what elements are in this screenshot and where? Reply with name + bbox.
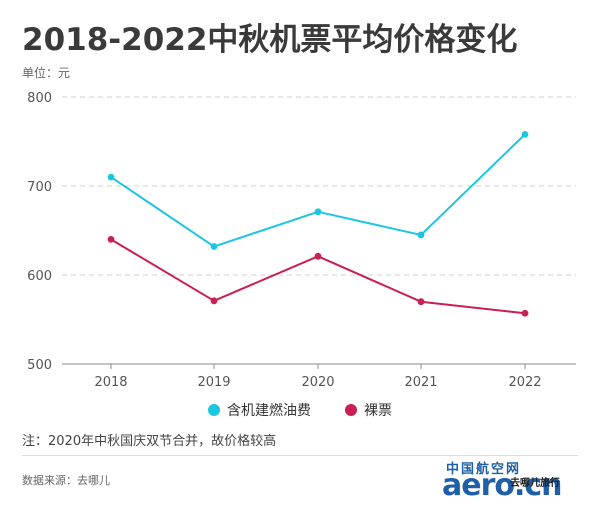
unit-label: 单位：元 (22, 66, 71, 80)
series-line-fuel (110, 133, 526, 248)
chart-title: 2018-2022中秋机票平均价格变化 (22, 22, 518, 58)
point-fuel-2019 (210, 243, 218, 250)
series-line-bare (110, 238, 526, 315)
watermark-sub-text: 去哪儿旅行 (510, 478, 560, 489)
point-fuel-2021 (417, 231, 425, 239)
point-bare-2021 (417, 298, 425, 306)
legend-item-fuel[interactable]: 含机建燃油费 (208, 400, 311, 420)
legend-marker-fuel (208, 404, 220, 416)
x-tick-label-2021: 2021 (404, 375, 437, 390)
point-bare-2020 (314, 252, 322, 260)
watermark-logo: 中国航空网 aero.cn 去哪儿旅行 (438, 458, 598, 508)
x-tick-label-2022: 2022 (508, 375, 541, 390)
line-chart: 500 600 700 800 2018 2019 2020 2021 2022 (27, 91, 576, 390)
data-source: 数据来源：去哪儿 (22, 474, 110, 487)
x-tick-label-2018: 2018 (94, 375, 127, 390)
y-tick-label-800: 800 (27, 91, 52, 106)
point-bare-2018 (107, 236, 115, 243)
legend-label-bare: 裸票 (364, 403, 392, 419)
y-tick-label-600: 600 (27, 269, 52, 284)
x-tick-label-2019: 2019 (197, 375, 230, 390)
legend: 含机建燃油费 裸票 (0, 400, 600, 420)
y-tick-label-700: 700 (27, 180, 52, 195)
legend-label-fuel: 含机建燃油费 (227, 403, 311, 419)
point-fuel-2022 (521, 130, 529, 138)
point-bare-2019 (210, 297, 218, 305)
legend-item-bare[interactable]: 裸票 (345, 400, 392, 420)
x-tick-label-2020: 2020 (301, 375, 334, 390)
watermark-main-text: aero.cn (442, 468, 563, 503)
watermark-top-text: 中国航空网 (446, 462, 522, 477)
legend-marker-bare (345, 404, 357, 416)
point-fuel-2020 (314, 208, 322, 216)
footer-divider (22, 455, 578, 456)
point-bare-2022 (521, 309, 529, 317)
point-fuel-2018 (107, 173, 115, 181)
footnote: 注：2020年中秋国庆双节合并，故价格较高 (22, 434, 277, 449)
y-tick-label-500: 500 (27, 358, 52, 373)
